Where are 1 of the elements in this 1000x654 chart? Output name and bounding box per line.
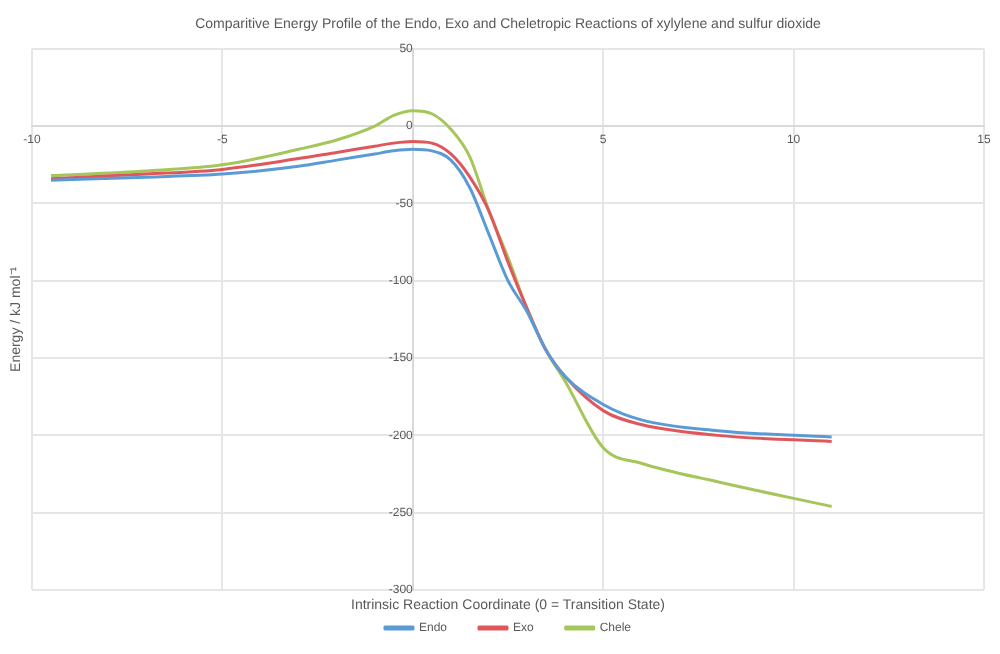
line-series	[49, 109, 834, 508]
